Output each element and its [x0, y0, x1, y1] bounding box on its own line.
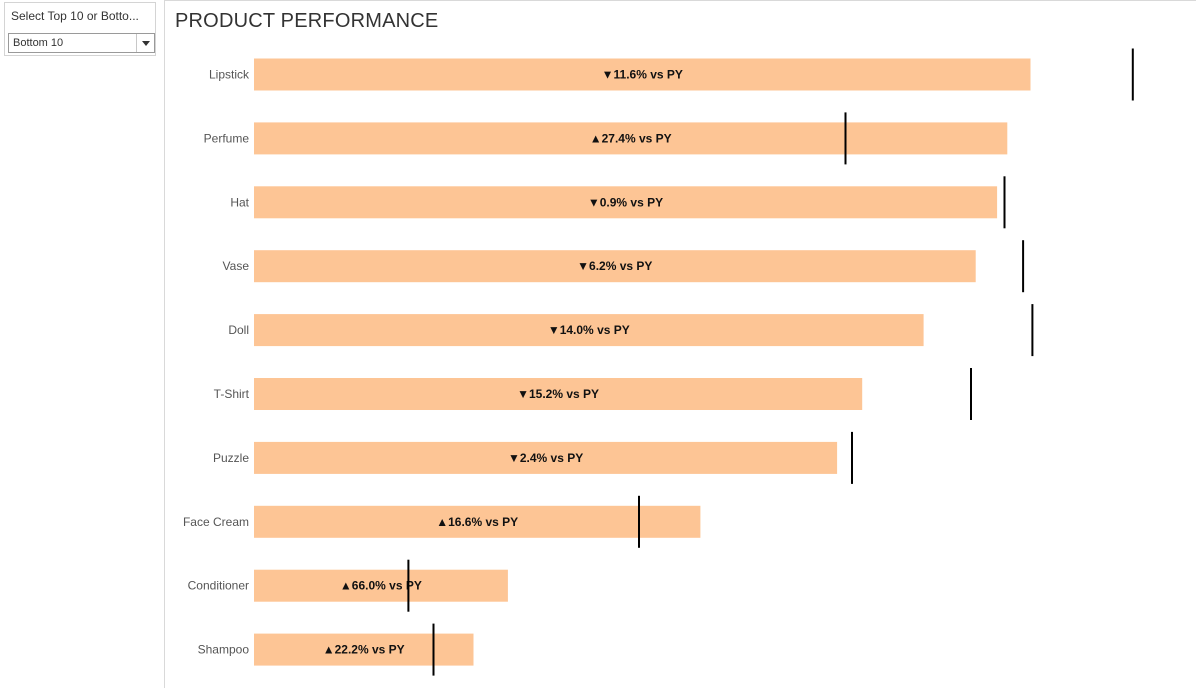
data-label: ▼11.6% vs PY — [602, 68, 683, 82]
category-label: Lipstick — [209, 68, 250, 82]
bar — [254, 250, 976, 283]
top-bottom-select-value: Bottom 10 — [13, 37, 64, 49]
category-label: Conditioner — [188, 579, 249, 593]
chevron-down-icon — [142, 41, 150, 46]
data-label: ▼0.9% vs PY — [588, 195, 663, 209]
data-label: ▲16.6% vs PY — [436, 515, 518, 529]
bar — [254, 569, 508, 602]
category-label: T-Shirt — [214, 387, 250, 401]
bar — [254, 58, 1031, 91]
category-label: Face Cream — [183, 515, 249, 529]
data-label: ▼15.2% vs PY — [517, 387, 599, 401]
category-label: Puzzle — [213, 451, 249, 465]
data-label: ▲66.0% vs PY — [340, 579, 422, 593]
bar — [254, 505, 701, 538]
bar — [254, 314, 924, 347]
bar — [254, 122, 1008, 155]
category-label: Vase — [223, 259, 250, 273]
data-label: ▼2.4% vs PY — [508, 451, 583, 465]
data-label: ▼14.0% vs PY — [548, 323, 630, 337]
category-label: Doll — [228, 323, 249, 337]
filter-panel: Select Top 10 or Botto... Bottom 10 — [4, 2, 156, 56]
bar — [254, 441, 838, 474]
dropdown-button[interactable] — [136, 34, 154, 52]
bar — [254, 378, 863, 410]
data-label: ▼6.2% vs PY — [577, 259, 652, 273]
category-label: Shampoo — [198, 643, 250, 657]
chart-title: PRODUCT PERFORMANCE — [175, 10, 439, 32]
top-bottom-select[interactable]: Bottom 10 — [8, 33, 155, 53]
category-label: Perfume — [204, 131, 250, 145]
top-rule — [165, 0, 1196, 1]
category-label: Hat — [230, 195, 249, 209]
data-label: ▲27.4% vs PY — [590, 131, 672, 145]
panel-divider — [164, 0, 165, 688]
data-label: ▲22.2% vs PY — [323, 643, 405, 657]
bar — [254, 186, 998, 219]
bar — [254, 633, 474, 666]
